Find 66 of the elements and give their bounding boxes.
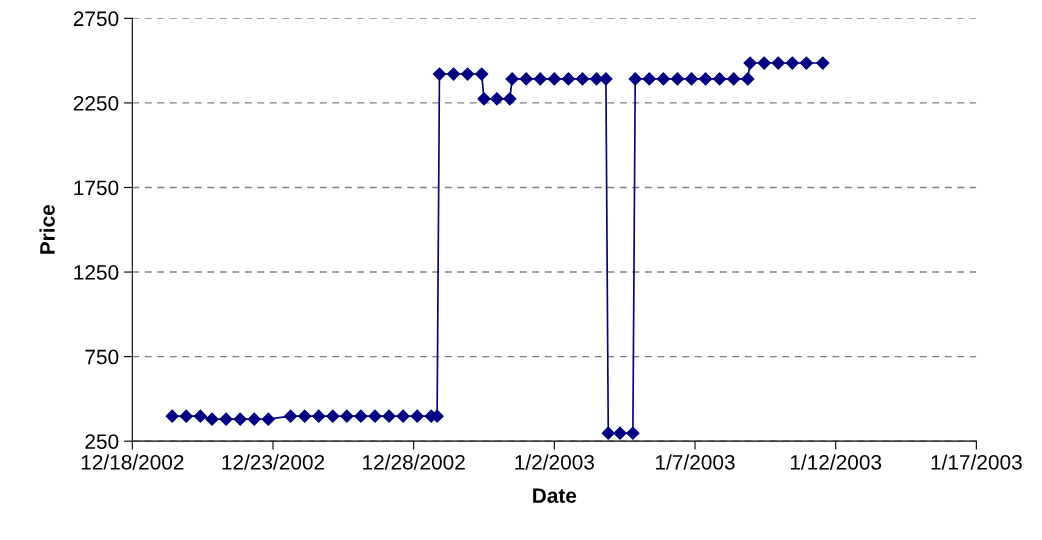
point <box>713 72 727 86</box>
point <box>193 409 207 423</box>
x-tick-label: 12/18/2002 <box>81 454 184 470</box>
point <box>533 72 547 86</box>
x-tick-label: 12/23/2002 <box>222 454 325 470</box>
point <box>816 56 830 70</box>
point <box>410 409 424 423</box>
point <box>205 412 219 426</box>
point <box>475 67 489 81</box>
y-axis-title: Price <box>39 205 55 254</box>
point <box>446 67 461 81</box>
y-tick-label: 2750 <box>73 11 119 27</box>
point <box>503 92 517 106</box>
x-axis-title: Date <box>533 488 577 503</box>
point <box>575 72 590 86</box>
point <box>698 72 713 86</box>
point <box>771 56 785 70</box>
point <box>368 409 382 423</box>
point <box>382 409 396 423</box>
point <box>547 72 561 86</box>
point <box>599 72 613 86</box>
point <box>312 409 326 423</box>
y-tick-label: 2250 <box>73 95 119 111</box>
point <box>247 412 261 426</box>
point <box>283 409 298 423</box>
point <box>626 426 640 440</box>
point <box>219 412 233 426</box>
point <box>642 72 656 86</box>
point <box>396 409 410 423</box>
point <box>354 409 368 423</box>
point <box>261 412 275 426</box>
point <box>326 409 340 423</box>
point <box>613 426 627 440</box>
point <box>298 409 312 423</box>
point <box>165 409 179 423</box>
point <box>505 72 519 86</box>
point <box>684 72 699 86</box>
point <box>179 409 193 423</box>
point <box>601 426 615 440</box>
point <box>670 72 685 86</box>
point <box>233 412 247 426</box>
y-tick-label: 1750 <box>74 180 119 196</box>
point <box>727 72 741 86</box>
point <box>743 56 757 70</box>
point <box>340 409 354 423</box>
point <box>785 56 799 70</box>
y-tick-label: 1250 <box>74 265 119 280</box>
x-tick-label: 1/12/2003 <box>790 454 882 470</box>
point <box>628 72 642 86</box>
y-tick-label: 250 <box>85 434 119 449</box>
y-tick-label: 750 <box>85 349 119 365</box>
point <box>741 72 755 86</box>
point <box>561 72 575 86</box>
x-tick-label: 12/28/2002 <box>363 454 465 470</box>
point <box>461 67 475 81</box>
x-tick-label: 1/7/2003 <box>656 454 735 470</box>
point <box>477 92 491 106</box>
point <box>589 72 604 86</box>
point <box>490 92 504 106</box>
point <box>432 67 447 81</box>
point <box>656 72 670 86</box>
x-tick-label: 1/17/2003 <box>931 454 1022 470</box>
point <box>519 72 533 86</box>
point <box>799 56 813 70</box>
point <box>757 56 771 70</box>
x-tick-label: 1/2/2003 <box>515 454 594 470</box>
